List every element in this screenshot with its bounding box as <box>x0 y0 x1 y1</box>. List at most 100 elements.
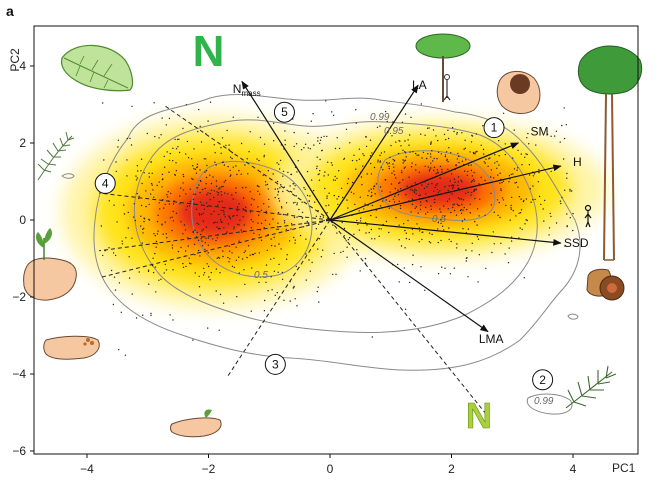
scatter-point <box>239 219 241 221</box>
scatter-point <box>398 140 400 142</box>
scatter-point <box>252 253 255 256</box>
conifer-needles-icon <box>565 365 617 409</box>
scatter-point <box>169 217 172 219</box>
scatter-point <box>289 300 291 302</box>
scatter-point <box>393 170 395 172</box>
scatter-point <box>296 305 298 307</box>
scatter-point <box>476 208 479 210</box>
scatter-point <box>236 214 238 216</box>
scatter-point <box>192 198 195 201</box>
scatter-point <box>316 167 318 170</box>
scatter-point <box>429 153 432 155</box>
scatter-point <box>515 181 518 184</box>
scatter-point <box>465 260 467 262</box>
scatter-point <box>443 133 446 136</box>
scatter-point <box>382 169 384 171</box>
scatter-point <box>116 221 118 223</box>
vector-label-h: H <box>573 155 582 169</box>
scatter-point <box>259 136 262 139</box>
scatter-point <box>187 157 190 159</box>
person-icon <box>584 204 592 228</box>
scatter-point <box>471 175 474 177</box>
scatter-point <box>347 238 350 241</box>
scatter-point <box>250 219 252 221</box>
scatter-point <box>218 213 220 216</box>
scatter-point <box>523 277 525 279</box>
scatter-point <box>266 183 269 186</box>
scatter-point <box>182 262 184 265</box>
scatter-point <box>220 220 222 223</box>
scatter-point <box>429 242 432 244</box>
numbered-marker-4 <box>94 172 116 194</box>
scatter-point <box>306 170 309 173</box>
scatter-point <box>470 194 472 196</box>
scatter-point <box>342 250 344 253</box>
scatter-point <box>543 220 545 222</box>
numbered-markers: 5 1 4 3 2 <box>94 101 554 391</box>
scatter-point <box>333 252 335 255</box>
scatter-point <box>232 116 234 118</box>
scatter-point <box>502 180 505 182</box>
scatter-point <box>464 170 466 172</box>
scatter-point <box>276 180 279 183</box>
scatter-point <box>478 183 480 185</box>
scatter-point <box>120 311 123 313</box>
scatter-point <box>188 262 191 264</box>
scatter-point <box>131 105 133 108</box>
scatter-point <box>198 223 200 225</box>
scatter-point <box>332 273 334 276</box>
scatter-point <box>156 233 159 235</box>
scatter-point <box>263 143 266 145</box>
scatter-point <box>207 192 209 194</box>
scatter-point <box>236 296 238 298</box>
scatter-point <box>418 241 420 243</box>
scatter-point <box>422 231 424 233</box>
scatter-point <box>145 205 147 208</box>
scatter-point <box>279 187 281 189</box>
scatter-point <box>375 183 378 185</box>
scatter-point <box>196 231 198 234</box>
scatter-point <box>182 189 185 191</box>
scatter-point <box>383 151 386 153</box>
scatter-point <box>228 144 230 146</box>
scatter-point <box>316 165 318 167</box>
scatter-point <box>516 169 518 171</box>
illustrations <box>23 33 643 438</box>
scatter-point <box>305 279 307 281</box>
scatter-point <box>437 171 439 173</box>
scatter-point <box>244 283 246 286</box>
scatter-point <box>135 317 138 319</box>
scatter-point <box>382 200 384 202</box>
scatter-point <box>367 194 369 197</box>
scatter-point <box>415 206 418 208</box>
scatter-point <box>517 149 519 152</box>
scatter-point <box>293 183 295 185</box>
scatter-point <box>457 176 460 178</box>
scatter-point <box>325 100 327 102</box>
scatter-point <box>424 134 426 136</box>
scatter-point <box>204 248 206 251</box>
fern-sprig-icon <box>37 131 75 181</box>
scatter-point <box>439 190 441 192</box>
scatter-point <box>193 168 195 170</box>
scatter-point <box>370 214 372 217</box>
scatter-point <box>432 129 435 131</box>
scatter-point <box>549 212 551 215</box>
scatter-point <box>176 138 179 141</box>
scatter-point <box>266 249 268 251</box>
scatter-point <box>411 198 414 200</box>
scatter-point <box>526 153 528 156</box>
scatter-point <box>175 162 177 164</box>
scatter-point <box>103 159 105 161</box>
scatter-point <box>282 170 285 173</box>
scatter-point <box>189 188 191 190</box>
scatter-point <box>143 220 145 223</box>
scatter-point <box>527 132 529 135</box>
scatter-point <box>260 209 263 211</box>
scatter-point <box>474 151 476 153</box>
contour-099 <box>93 94 581 371</box>
scatter-point <box>346 256 348 258</box>
scatter-point <box>420 201 422 203</box>
scatter-point <box>277 194 279 196</box>
scatter-point <box>520 209 523 211</box>
